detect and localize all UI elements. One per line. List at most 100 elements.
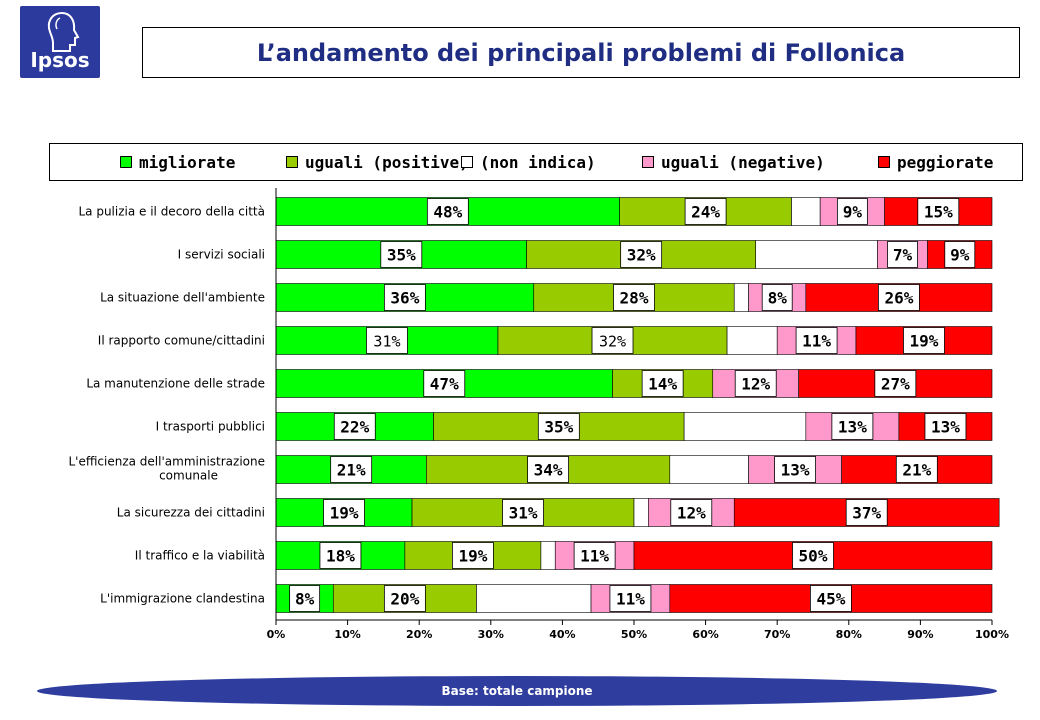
data-label: 27% — [881, 375, 910, 394]
data-label-box — [874, 370, 917, 397]
legend-item-uguali-positive: uguali (positive) — [286, 153, 469, 172]
data-label-box — [527, 456, 569, 483]
data-label-box — [537, 413, 580, 440]
ipsos-logo: Ipsos — [20, 6, 100, 78]
data-label: 37% — [852, 504, 881, 523]
data-label: 19% — [458, 547, 487, 566]
data-label: 12% — [677, 504, 706, 523]
data-label: 8% — [768, 289, 788, 308]
legend-swatch — [642, 156, 654, 168]
data-label-box — [845, 499, 888, 526]
page-title: L’andamento dei principali problemi di F… — [256, 38, 906, 67]
data-label: 32% — [599, 333, 626, 351]
category-label: Il traffico e la viabilità — [135, 549, 265, 563]
data-label-box — [774, 456, 816, 483]
data-label: 13% — [931, 418, 960, 437]
category-label: L'efficienza dell'amministrazione comunal… — [68, 455, 265, 483]
data-label: 13% — [838, 418, 867, 437]
data-label: 7% — [893, 246, 913, 265]
logo-wordmark: Ipsos — [30, 48, 90, 72]
category-label: La manutenzione delle strade — [86, 377, 265, 391]
category-label: La pulizia e il decoro della città — [78, 205, 265, 219]
legend-label: migliorate — [139, 152, 236, 172]
data-label: 35% — [387, 246, 416, 265]
data-label: 19% — [330, 504, 359, 523]
data-label-box — [734, 370, 777, 397]
legend-label: uguali (negative) — [661, 152, 825, 172]
data-label-box — [319, 542, 362, 569]
bar-segment — [540, 541, 556, 570]
data-label-box — [944, 241, 976, 268]
data-label: 35% — [544, 418, 573, 437]
x-tick-label: 90% — [907, 628, 933, 641]
data-label: 36% — [390, 289, 419, 308]
footer-banner: Base: totale campione — [37, 676, 997, 706]
data-label-box — [383, 585, 426, 612]
bar-segment — [726, 326, 778, 355]
x-tick-label: 30% — [478, 628, 504, 641]
data-label-box — [903, 327, 945, 354]
data-label: 45% — [816, 590, 845, 609]
bar-segment — [791, 197, 821, 226]
data-label: 11% — [616, 590, 645, 609]
category-label: La sicurezza dei cittadini — [117, 506, 265, 520]
chart-legend: migliorate uguali (positive) (non indica… — [49, 143, 1023, 181]
data-label: 9% — [950, 246, 970, 265]
data-label-box — [641, 370, 684, 397]
legend-swatch — [286, 156, 298, 168]
data-label: 32% — [627, 246, 656, 265]
legend-item-migliorate: migliorate — [120, 152, 236, 172]
data-label-box — [670, 499, 713, 526]
data-label-box — [573, 542, 616, 569]
data-label: 22% — [340, 418, 369, 437]
bar-segment — [669, 455, 749, 484]
bar-segment — [683, 412, 807, 441]
category-label: I trasporti pubblici — [156, 420, 265, 434]
legend-item-peggiorate: peggiorate — [878, 152, 994, 172]
bar-segment — [755, 240, 878, 269]
data-label: 9% — [843, 203, 863, 222]
data-label-box — [887, 241, 918, 268]
data-label-box — [426, 198, 469, 225]
legend-label: peggiorate — [897, 152, 994, 172]
data-label: 21% — [337, 461, 366, 480]
data-label-box — [609, 585, 652, 612]
data-label: 8% — [295, 590, 315, 609]
data-label-box — [323, 499, 365, 526]
category-label: La situazione dell'ambiente — [100, 291, 265, 305]
data-label-box — [836, 198, 868, 225]
data-label-box — [380, 241, 423, 268]
category-label: L'immigrazione clandestina — [100, 592, 265, 606]
data-label: 50% — [799, 547, 828, 566]
data-label-box — [383, 284, 426, 311]
bar-segment — [633, 498, 649, 527]
data-label-box — [366, 327, 408, 354]
data-label-box — [330, 456, 373, 483]
x-tick-label: 70% — [764, 628, 790, 641]
legend-swatch — [120, 156, 132, 168]
data-label: 21% — [902, 461, 931, 480]
data-label: 26% — [884, 289, 913, 308]
x-tick-label: 50% — [621, 628, 647, 641]
title-box: L’andamento dei principali problemi di F… — [142, 27, 1020, 78]
x-tick-label: 20% — [406, 628, 432, 641]
data-label: 14% — [648, 375, 677, 394]
x-tick-label: 80% — [836, 628, 862, 641]
legend-label: (non indica) — [480, 152, 596, 172]
x-tick-label: 100% — [975, 628, 1009, 641]
data-label-box — [924, 413, 967, 440]
data-label-box — [620, 241, 663, 268]
data-label: 19% — [910, 332, 939, 351]
data-label: 12% — [741, 375, 770, 394]
data-label: 47% — [430, 375, 459, 394]
data-label-box — [761, 284, 793, 311]
data-label-box — [502, 499, 544, 526]
data-label-box — [792, 542, 834, 569]
legend-item-non-indica: (non indica) — [461, 152, 596, 172]
bar-segment — [733, 283, 749, 312]
data-label-box — [810, 585, 852, 612]
head-profile-icon — [47, 11, 80, 52]
data-label: 31% — [509, 504, 538, 523]
legend-swatch — [461, 156, 473, 168]
